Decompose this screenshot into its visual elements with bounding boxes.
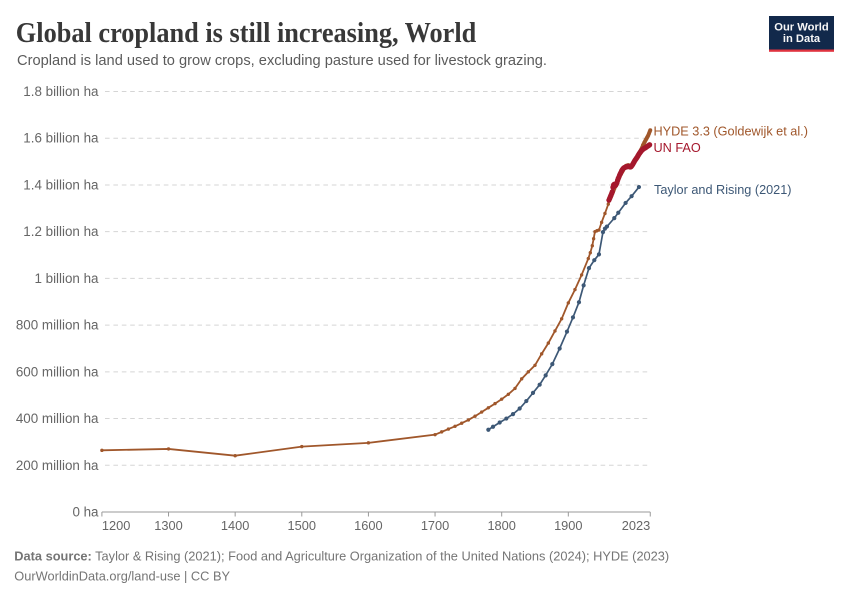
svg-text:200 million ha: 200 million ha — [16, 458, 99, 473]
svg-text:1300: 1300 — [154, 518, 182, 533]
svg-text:in Data: in Data — [783, 33, 821, 45]
svg-text:Cropland is land used to grow: Cropland is land used to grow crops, exc… — [17, 53, 547, 69]
svg-text:Data source: Taylor & Rising (: Data source: Taylor & Rising (2021); Foo… — [14, 549, 669, 564]
svg-text:1900: 1900 — [554, 518, 582, 533]
svg-text:1400: 1400 — [221, 518, 249, 533]
svg-text:1700: 1700 — [421, 518, 449, 533]
svg-text:1 billion ha: 1 billion ha — [34, 271, 99, 286]
svg-text:1.4 billion ha: 1.4 billion ha — [23, 177, 99, 192]
svg-text:OurWorldinData.org/land-use |: OurWorldinData.org/land-use | CC BY — [14, 569, 230, 584]
svg-text:1600: 1600 — [354, 518, 382, 533]
svg-text:UN FAO: UN FAO — [654, 141, 701, 155]
svg-text:1500: 1500 — [288, 518, 316, 533]
svg-text:1200: 1200 — [102, 518, 130, 533]
svg-text:1800: 1800 — [487, 518, 515, 533]
svg-text:HYDE 3.3 (Goldewijk et al.): HYDE 3.3 (Goldewijk et al.) — [654, 124, 808, 138]
svg-text:600 million ha: 600 million ha — [16, 364, 99, 379]
svg-text:400 million ha: 400 million ha — [16, 411, 99, 426]
svg-text:1.2 billion ha: 1.2 billion ha — [23, 224, 99, 239]
svg-text:Our World: Our World — [774, 21, 829, 33]
svg-text:1.6 billion ha: 1.6 billion ha — [23, 131, 99, 146]
svg-text:1.8 billion ha: 1.8 billion ha — [23, 84, 99, 99]
svg-text:Taylor and Rising (2021): Taylor and Rising (2021) — [654, 183, 792, 197]
svg-text:0 ha: 0 ha — [72, 505, 99, 520]
svg-text:Global cropland is still incre: Global cropland is still increasing, Wor… — [16, 17, 477, 49]
svg-text:800 million ha: 800 million ha — [16, 318, 99, 333]
svg-text:2023: 2023 — [622, 518, 650, 533]
